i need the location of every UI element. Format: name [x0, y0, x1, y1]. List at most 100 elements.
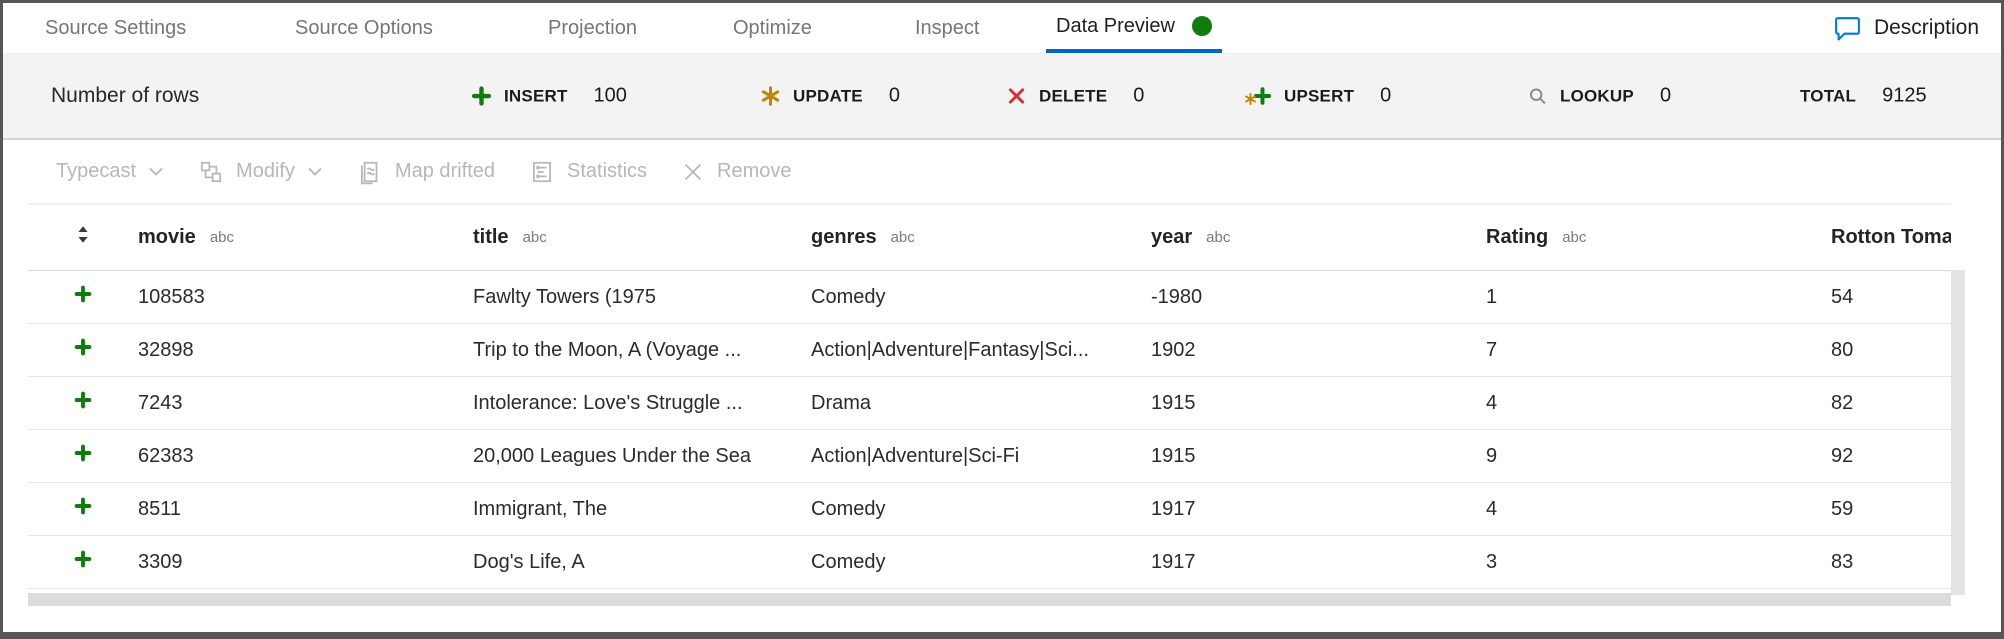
- stat-label: UPSERT: [1284, 86, 1355, 105]
- horizontal-scrollbar[interactable]: [28, 593, 1951, 606]
- cell-genres: Comedy: [811, 285, 886, 308]
- cell-rotten: 83: [1831, 550, 1854, 573]
- cell-year: 1917: [1151, 550, 1196, 573]
- toolbar-modify[interactable]: Modify: [198, 159, 323, 185]
- tab-inspect[interactable]: Inspect: [915, 3, 979, 53]
- vertical-scrollbar[interactable]: [1951, 270, 1965, 595]
- chat-bubble-icon: [1833, 15, 1862, 41]
- cell-rotten: 92: [1831, 444, 1854, 467]
- cell-rating: 3: [1486, 550, 1498, 573]
- row-kind-cell: [28, 444, 138, 468]
- column-type-badge: abc: [1562, 229, 1587, 246]
- tab-optimize[interactable]: Optimize: [733, 3, 812, 53]
- cell-title: Immigrant, The: [473, 497, 608, 520]
- column-type-badge: abc: [890, 229, 915, 246]
- stat-label: TOTAL: [1800, 86, 1857, 105]
- description-button[interactable]: Description: [1833, 3, 1979, 53]
- stat-label: INSERT: [504, 86, 568, 105]
- cell-movie: 32898: [138, 338, 194, 361]
- column-header-year[interactable]: year abc: [1151, 226, 1486, 249]
- chevron-down-icon: [307, 167, 323, 177]
- row-kind-cell: [28, 497, 138, 521]
- tab-source-settings[interactable]: Source Settings: [45, 3, 186, 53]
- row-kind-cell: [28, 391, 138, 415]
- tab-label: Source Settings: [45, 16, 187, 39]
- tab-source-options[interactable]: Source Options: [295, 3, 433, 53]
- cell-genres: Comedy: [811, 497, 886, 520]
- tab-label: Data Preview: [1056, 14, 1175, 37]
- cell-movie: 3309: [138, 550, 183, 573]
- table-row: 8511 Immigrant, The Comedy 1917 4 59: [28, 483, 1951, 536]
- toolbar-statistics[interactable]: Statistics: [529, 159, 647, 185]
- lookup-magnifier-icon: [1527, 86, 1548, 107]
- column-name: movie: [138, 226, 196, 248]
- cell-year: 1917: [1151, 497, 1196, 520]
- tab-label: Projection: [548, 16, 637, 39]
- tab-data-preview[interactable]: Data Preview: [1046, 3, 1222, 53]
- tab-bar: Source Settings Source Options Projection O…: [3, 3, 2001, 54]
- number-of-rows-label: Number of rows: [51, 84, 200, 107]
- update-asterisk-icon: [760, 86, 781, 107]
- cell-rotten: 80: [1831, 338, 1854, 361]
- stat-label: LOOKUP: [1560, 86, 1634, 105]
- toolbar-label: Modify: [236, 160, 295, 182]
- table-row: 32898 Trip to the Moon, A (Voyage ... Acti…: [28, 324, 1951, 377]
- cell-movie: 62383: [138, 444, 194, 467]
- chevron-down-icon: [148, 167, 164, 177]
- toolbar-label: Remove: [717, 160, 792, 182]
- column-header-genres[interactable]: genres abc: [811, 226, 1151, 249]
- stats-bar: Number of rows INSERT 100 UPDATE 0 DELETE 0 UP…: [3, 54, 2001, 140]
- table-body: 108583 Fawlty Towers (1975 Comedy -1980 1 54 3…: [28, 271, 1951, 589]
- toolbar-map-drifted[interactable]: Map drifted: [357, 159, 495, 185]
- column-header-title[interactable]: title abc: [473, 226, 811, 249]
- cell-title: Fawlty Towers (1975: [473, 285, 657, 308]
- toolbar-remove[interactable]: Remove: [681, 160, 792, 184]
- column-name: Rating: [1486, 226, 1549, 248]
- tab-label: Source Options: [295, 16, 433, 39]
- cell-movie: 8511: [138, 497, 182, 520]
- insert-row-plus-icon: [74, 497, 92, 521]
- cell-genres: Drama: [811, 391, 872, 414]
- insert-row-plus-icon: [74, 338, 92, 362]
- tab-projection[interactable]: Projection: [548, 3, 637, 53]
- data-preview-status-dot: [1191, 16, 1212, 36]
- cell-year: 1915: [1151, 391, 1196, 414]
- stat-value: 0: [1659, 84, 1672, 107]
- cell-title: Trip to the Moon, A (Voyage ...: [473, 338, 742, 361]
- grid-toolbar: Typecast Modify Map drifted Statistics Remov…: [3, 140, 2001, 203]
- cell-rotten: 59: [1831, 497, 1854, 520]
- toolbar-typecast[interactable]: Typecast: [56, 160, 164, 183]
- sort-rows-icon: [76, 224, 90, 251]
- tab-label: Inspect: [915, 16, 980, 39]
- cell-genres: Action|Adventure|Fantasy|Sci...: [811, 338, 1089, 361]
- map-drifted-icon: [357, 159, 383, 185]
- remove-x-icon: [681, 160, 705, 184]
- cell-year: 1915: [1151, 444, 1196, 467]
- insert-plus-icon: [471, 86, 492, 107]
- column-header-rating[interactable]: Rating abc: [1486, 226, 1831, 249]
- sort-rows-control[interactable]: [28, 224, 138, 251]
- row-kind-cell: [28, 338, 138, 362]
- cell-movie: 7243: [138, 391, 183, 414]
- tab-label: Optimize: [733, 16, 812, 39]
- cell-rating: 4: [1486, 497, 1498, 520]
- modify-branch-icon: [198, 159, 224, 185]
- column-name: title: [473, 226, 509, 248]
- insert-row-plus-icon: [74, 550, 92, 574]
- insert-row-plus-icon: [74, 285, 92, 309]
- column-type-badge: abc: [209, 229, 234, 246]
- column-header-rotton-tomato[interactable]: Rotton Tomato: [1831, 226, 1951, 249]
- cell-rotten: 54: [1831, 285, 1854, 308]
- cell-year: -1980: [1151, 285, 1203, 308]
- delete-x-icon: [1006, 86, 1027, 107]
- column-header-movie[interactable]: movie abc: [138, 226, 473, 249]
- column-name: Rotton Tomato: [1831, 226, 1951, 248]
- stat-delete: DELETE 0: [1006, 85, 1144, 108]
- table-row: 108583 Fawlty Towers (1975 Comedy -1980 1 54: [28, 271, 1951, 324]
- table-row: 62383 20,000 Leagues Under the Sea Action|…: [28, 430, 1951, 483]
- description-label: Description: [1873, 16, 1979, 39]
- cell-rating: 4: [1486, 391, 1498, 414]
- stat-lookup: LOOKUP 0: [1527, 85, 1671, 108]
- data-grid: movie abc title abc genres abc year abc Rating ab…: [28, 203, 1951, 589]
